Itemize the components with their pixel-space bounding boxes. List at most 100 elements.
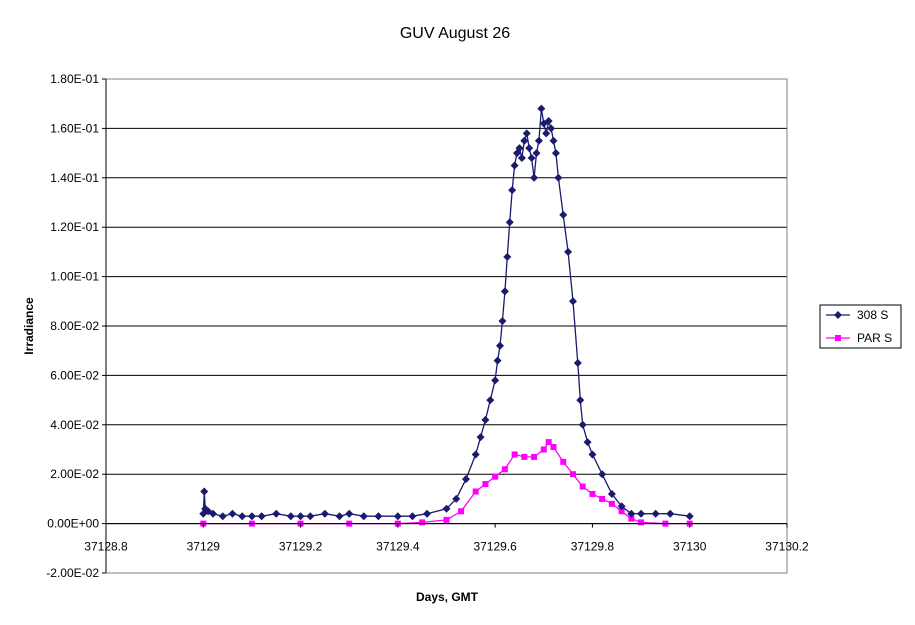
data-point bbox=[589, 490, 596, 497]
data-point bbox=[505, 218, 514, 227]
legend-label-308: 308 S bbox=[857, 308, 888, 322]
data-point bbox=[666, 509, 675, 518]
y-tick-label: 1.80E-01 bbox=[50, 72, 99, 86]
data-point bbox=[685, 512, 694, 521]
data-point bbox=[345, 509, 354, 518]
x-tick-labels: 37128.8 37129 37129.2 37129.4 37129.6 37129.8… bbox=[84, 540, 809, 554]
data-point bbox=[501, 466, 508, 473]
data-point bbox=[579, 483, 586, 490]
data-point bbox=[493, 356, 502, 365]
legend-label-par: PAR S bbox=[857, 331, 892, 345]
data-point bbox=[471, 450, 480, 459]
y-tick-label: 8.00E-02 bbox=[50, 319, 99, 333]
data-point bbox=[545, 439, 552, 446]
data-point bbox=[306, 512, 315, 521]
data-point bbox=[374, 512, 383, 521]
series-layer bbox=[199, 104, 694, 527]
data-point bbox=[573, 359, 582, 368]
data-point bbox=[508, 186, 517, 195]
y-tick-label: 4.00E-02 bbox=[50, 418, 99, 432]
data-point bbox=[637, 509, 646, 518]
y-tick-label: 6.00E-02 bbox=[50, 368, 99, 382]
data-point bbox=[510, 161, 519, 170]
data-point bbox=[599, 495, 606, 502]
data-point bbox=[228, 509, 237, 518]
data-point bbox=[458, 508, 465, 515]
data-point bbox=[638, 519, 645, 526]
legend-marker-308 bbox=[834, 311, 842, 319]
data-point bbox=[598, 470, 607, 479]
legend: 308 S PAR S bbox=[819, 304, 902, 349]
data-point bbox=[560, 458, 567, 465]
data-point bbox=[200, 487, 209, 496]
data-point bbox=[286, 512, 295, 521]
data-point bbox=[627, 509, 636, 518]
data-point bbox=[496, 341, 505, 350]
data-point bbox=[359, 512, 368, 521]
data-point bbox=[540, 446, 547, 453]
y-tick-labels: -2.00E-02 0.00E+00 2.00E-02 4.00E-02 6.00E-0… bbox=[46, 72, 99, 580]
data-point bbox=[568, 297, 577, 306]
data-point bbox=[554, 173, 563, 182]
x-axis-label: Days, GMT bbox=[416, 590, 479, 604]
data-point bbox=[452, 494, 461, 503]
data-point bbox=[525, 144, 534, 153]
data-point bbox=[617, 502, 626, 511]
y-tick-label: 2.00E-02 bbox=[50, 467, 99, 481]
data-point bbox=[257, 512, 266, 521]
data-point bbox=[511, 451, 518, 458]
data-point bbox=[476, 433, 485, 442]
data-point bbox=[482, 481, 489, 488]
x-tick-label: 37130.2 bbox=[765, 540, 809, 554]
data-point bbox=[515, 144, 524, 153]
x-tick-label: 37128.8 bbox=[84, 540, 128, 554]
data-point bbox=[296, 512, 305, 521]
data-point bbox=[461, 475, 470, 484]
data-point bbox=[530, 173, 539, 182]
data-point bbox=[550, 444, 557, 451]
data-point bbox=[320, 509, 329, 518]
data-point bbox=[651, 509, 660, 518]
data-point bbox=[498, 317, 507, 326]
data-point bbox=[527, 154, 536, 163]
y-tick-label: 1.20E-01 bbox=[50, 220, 99, 234]
y-tick-label: 0.00E+00 bbox=[47, 517, 99, 531]
data-point bbox=[547, 124, 556, 133]
data-point bbox=[537, 104, 546, 113]
x-tick-label: 37129.6 bbox=[473, 540, 517, 554]
x-tick-label: 37130 bbox=[673, 540, 707, 554]
data-point bbox=[564, 247, 573, 256]
data-point bbox=[201, 504, 210, 513]
data-point bbox=[607, 489, 616, 498]
data-point bbox=[608, 500, 615, 507]
data-point bbox=[491, 376, 500, 385]
data-point bbox=[218, 512, 227, 521]
data-point bbox=[521, 453, 528, 460]
y-axis-label: Irradiance bbox=[22, 297, 36, 355]
data-point bbox=[534, 136, 543, 145]
data-point bbox=[569, 471, 576, 478]
y-tick-label: 1.40E-01 bbox=[50, 171, 99, 185]
data-point bbox=[419, 519, 426, 526]
data-point bbox=[486, 396, 495, 405]
x-tick-label: 37129.8 bbox=[571, 540, 615, 554]
data-point bbox=[393, 512, 402, 521]
data-point bbox=[423, 509, 432, 518]
data-point bbox=[549, 136, 558, 145]
axis-layer bbox=[105, 79, 788, 573]
data-point bbox=[408, 512, 417, 521]
data-point bbox=[588, 450, 597, 459]
data-point bbox=[583, 438, 592, 447]
y-tick-label: 1.00E-01 bbox=[50, 270, 99, 284]
data-point bbox=[500, 287, 509, 296]
data-point bbox=[517, 154, 526, 163]
data-point bbox=[522, 129, 531, 138]
data-point bbox=[532, 149, 541, 158]
y-tick-label: 1.60E-01 bbox=[50, 121, 99, 135]
data-point bbox=[443, 516, 450, 523]
data-point bbox=[578, 420, 587, 429]
legend-box bbox=[819, 304, 902, 349]
data-point bbox=[272, 509, 281, 518]
data-point bbox=[481, 415, 490, 424]
